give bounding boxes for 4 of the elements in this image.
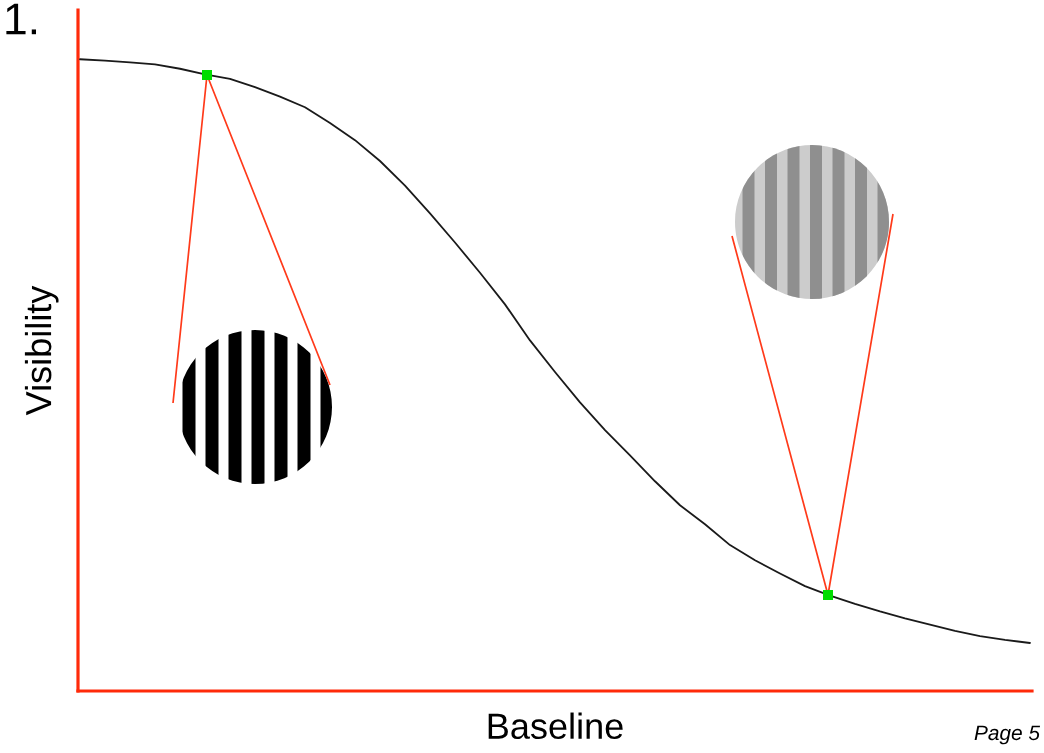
text: Page 5 bbox=[974, 725, 1041, 745]
y-axis-title: Visibility bbox=[24, 285, 59, 416]
x-axis-title: Baseline bbox=[488, 712, 623, 740]
text: 1. bbox=[6, 3, 37, 35]
